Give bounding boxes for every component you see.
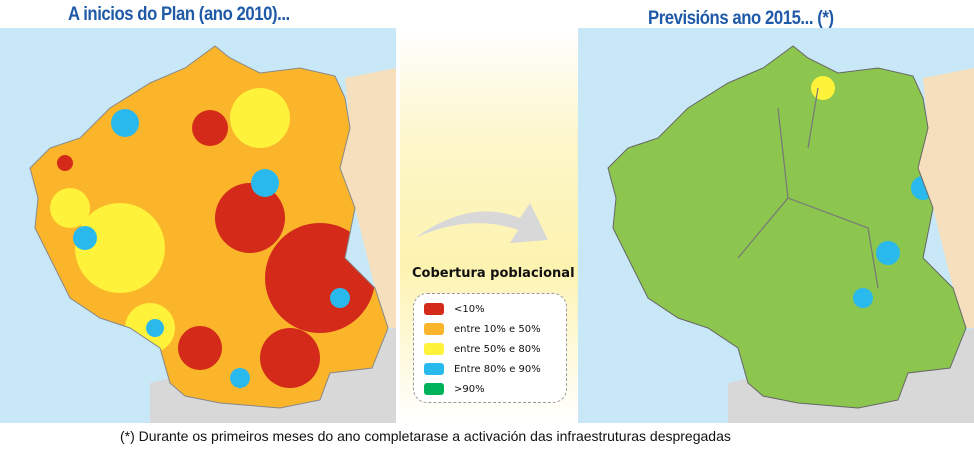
arrow-icon <box>415 203 548 243</box>
legend-item: >90% <box>424 382 485 396</box>
footnote: (*) Durante os primeiros meses do ano co… <box>120 428 731 444</box>
right-map-title: Previsións ano 2015... (*) <box>648 8 834 29</box>
legend: <10% entre 10% e 50% entre 50% e 80% Ent… <box>413 293 567 403</box>
legend-title: Cobertura poblacional <box>412 266 575 281</box>
map-2015 <box>578 28 974 423</box>
map-2010 <box>0 28 396 423</box>
legend-item: Entre 80% e 90% <box>424 362 541 376</box>
left-map-title: A inicios do Plan (ano 2010)... <box>68 4 290 25</box>
legend-item: entre 10% e 50% <box>424 322 541 336</box>
legend-item: <10% <box>424 302 485 316</box>
legend-item: entre 50% e 80% <box>424 342 541 356</box>
